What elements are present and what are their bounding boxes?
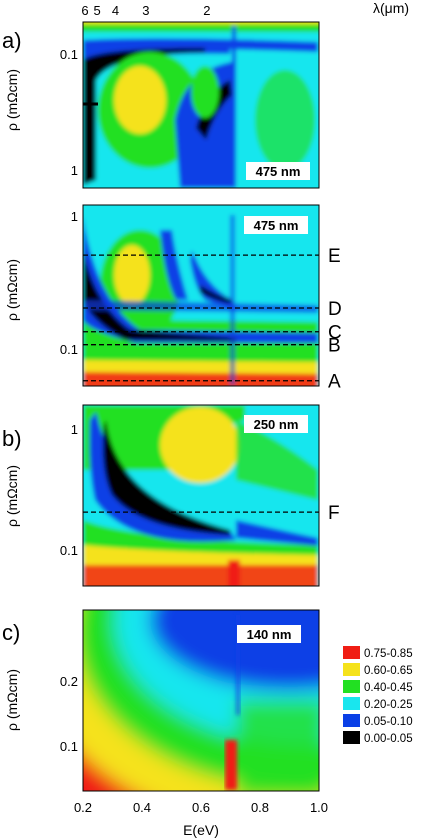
- top-tick-label-0: 6: [81, 3, 88, 18]
- thickness-label-b: 250 nm: [254, 417, 299, 432]
- reference-lines-a2: [83, 254, 319, 382]
- y-tick-c-0: 0.2: [60, 674, 78, 689]
- legend-label-1: 0.60-0.65: [364, 665, 413, 677]
- x-tick-label-2: 0.6: [192, 800, 210, 815]
- thickness-box-a: [246, 162, 310, 180]
- y-tick-a2-0: 1: [71, 209, 78, 224]
- y-axis-title-c: ρ (mΩcm): [4, 669, 20, 731]
- y-tick-b-1: 0.1: [60, 543, 78, 558]
- panel-letter-a: a): [2, 28, 22, 53]
- panel-c: c) 140 nm ρ (mΩcm) 0.2 0.1: [2, 609, 320, 792]
- heatmap-c: [83, 610, 319, 791]
- panel-b: b) 250 nm ρ (mΩcm) 1 0.1 F: [2, 404, 340, 587]
- reference-label-F: F: [328, 503, 340, 524]
- thickness-box-c: [237, 625, 301, 643]
- thickness-label-a: 475 nm: [256, 164, 301, 179]
- thickness-label-c: 140 nm: [247, 627, 292, 642]
- y-axis-title-a2: ρ (mΩcm): [4, 259, 20, 321]
- heatmap-a2: [83, 205, 319, 386]
- top-tick-label-1: 5: [94, 3, 101, 18]
- y-axis-title-a: ρ (mΩcm): [4, 69, 20, 131]
- reference-label-E: E: [328, 246, 341, 267]
- legend-swatch-4: [343, 714, 360, 727]
- thickness-box-a2: [244, 216, 308, 234]
- legend-label-4: 0.05-0.10: [364, 716, 413, 728]
- y-tick-a-0: 0.1: [60, 47, 78, 62]
- x-axis-ticks: 0.2 0.4 0.6 0.8 1.0: [74, 800, 328, 815]
- legend: 0.75-0.85 0.60-0.65 0.40-0.45 0.20-0.25 0.05…: [343, 646, 413, 745]
- y-tick-c-1: 0.1: [60, 739, 78, 754]
- reference-label-D: D: [328, 299, 342, 320]
- plot-frame-a: [82, 21, 320, 189]
- x-axis-title: E(eV): [183, 822, 219, 838]
- top-axis-title: λ(μm): [373, 0, 409, 16]
- thickness-label-a2: 475 nm: [254, 218, 299, 233]
- heatmap-a: [83, 22, 319, 188]
- plot-frame-a2: [82, 204, 320, 387]
- y-tick-b-0: 1: [71, 422, 78, 437]
- legend-swatch-5: [343, 731, 360, 744]
- x-tick-label-4: 1.0: [310, 800, 328, 815]
- legend-label-2: 0.40-0.45: [364, 682, 413, 694]
- panel-letter-c: c): [2, 620, 20, 645]
- x-tick-label-0: 0.2: [74, 800, 92, 815]
- legend-swatch-3: [343, 697, 360, 710]
- top-tick-label-4: 2: [203, 3, 210, 18]
- reference-label-A: A: [328, 372, 341, 393]
- x-tick-label-1: 0.4: [133, 800, 151, 815]
- top-tick-label-2: 4: [112, 3, 119, 18]
- x-tick-label-3: 0.8: [251, 800, 269, 815]
- panel-letter-b: b): [2, 426, 22, 451]
- reference-label-B: B: [328, 336, 341, 357]
- heatmap-b: [83, 405, 319, 586]
- legend-swatch-2: [343, 680, 360, 693]
- x-axis: 0.2 0.4 0.6 0.8 1.0 E(eV): [74, 800, 328, 838]
- top-tick-label-3: 3: [142, 3, 149, 18]
- legend-swatch-1: [343, 663, 360, 676]
- legend-label-3: 0.20-0.25: [364, 699, 413, 711]
- reference-labels-b: F: [328, 503, 340, 524]
- y-axis-title-b: ρ (mΩcm): [4, 465, 20, 527]
- thickness-box-b: [244, 415, 308, 433]
- panel-a: a) 475 nm ρ (mΩcm) 0.1 1: [2, 21, 320, 189]
- legend-label-0: 0.75-0.85: [364, 648, 413, 660]
- y-tick-a-1: 1: [71, 163, 78, 178]
- legend-swatch-0: [343, 646, 360, 659]
- plot-frame-b: [82, 404, 320, 587]
- plot-frame-c: [82, 609, 320, 792]
- y-tick-a2-1: 0.1: [60, 342, 78, 357]
- reference-label-C: C: [328, 323, 342, 344]
- legend-label-5: 0.00-0.05: [364, 733, 413, 745]
